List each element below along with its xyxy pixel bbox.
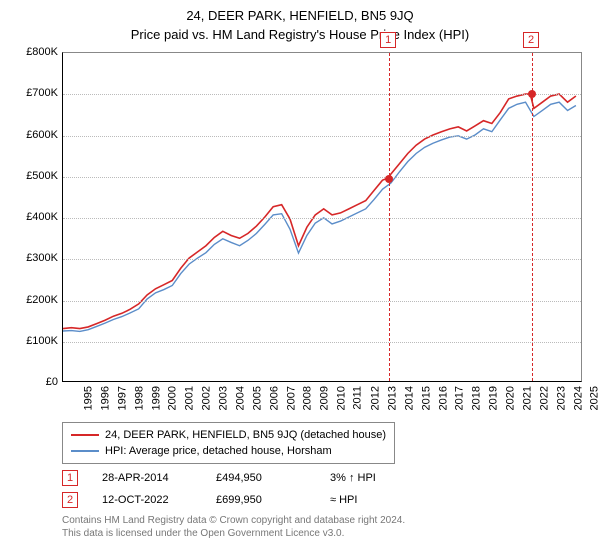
x-axis-label: 2010	[336, 386, 348, 410]
legend-label: HPI: Average price, detached house, Hors…	[105, 443, 332, 459]
x-axis-label: 2005	[251, 386, 263, 410]
x-axis-label: 2016	[437, 386, 449, 410]
sale-date: 12-OCT-2022	[102, 494, 192, 506]
x-axis-label: 2007	[285, 386, 297, 410]
x-axis-label: 1999	[150, 386, 162, 410]
x-axis-label: 1996	[99, 386, 111, 410]
gridline	[63, 259, 581, 260]
series-line	[63, 94, 576, 328]
x-axis-label: 2014	[403, 386, 415, 410]
legend-item: 24, DEER PARK, HENFIELD, BN5 9JQ (detach…	[71, 427, 386, 443]
chart-area: £0 £100K £200K £300K £400K £500K £600K £700K £80…	[12, 48, 588, 418]
marker-badge: 2	[523, 32, 539, 48]
footnote-line: This data is licensed under the Open Gov…	[62, 527, 588, 540]
sale-date: 28-APR-2014	[102, 472, 192, 484]
series-line	[63, 102, 576, 331]
legend: 24, DEER PARK, HENFIELD, BN5 9JQ (detach…	[62, 422, 395, 464]
marker-point	[385, 175, 393, 183]
x-axis-label: 2022	[538, 386, 550, 410]
sale-price: £494,950	[216, 472, 306, 484]
marker-line	[532, 53, 533, 381]
footnote: Contains HM Land Registry data © Crown c…	[62, 514, 588, 540]
x-axis-label: 2012	[369, 386, 381, 410]
legend-swatch	[71, 434, 99, 436]
sale-row: 1 28-APR-2014 £494,950 3% ↑ HPI	[62, 470, 588, 486]
y-axis-label: £400K	[12, 211, 58, 223]
chart-container: 24, DEER PARK, HENFIELD, BN5 9JQ Price p…	[0, 0, 600, 560]
x-axis-label: 2021	[521, 386, 533, 410]
x-axis-label: 2003	[218, 386, 230, 410]
line-series-svg	[63, 53, 581, 381]
chart-title: 24, DEER PARK, HENFIELD, BN5 9JQ	[12, 8, 588, 23]
x-axis-label: 2017	[454, 386, 466, 410]
gridline	[63, 136, 581, 137]
sales-table: 1 28-APR-2014 £494,950 3% ↑ HPI 2 12-OCT-2022…	[62, 470, 588, 508]
legend-item: HPI: Average price, detached house, Hors…	[71, 443, 386, 459]
y-axis-label: £0	[12, 376, 58, 388]
gridline	[63, 177, 581, 178]
sale-price: £699,950	[216, 494, 306, 506]
x-axis-label: 2025	[589, 386, 600, 410]
x-axis-label: 2024	[572, 386, 584, 410]
x-axis-label: 2004	[234, 386, 246, 410]
y-axis-label: £500K	[12, 170, 58, 182]
y-axis-label: £700K	[12, 87, 58, 99]
footnote-line: Contains HM Land Registry data © Crown c…	[62, 514, 588, 527]
gridline	[63, 94, 581, 95]
sale-row: 2 12-OCT-2022 £699,950 ≈ HPI	[62, 492, 588, 508]
marker-line	[389, 53, 390, 381]
x-axis-label: 1998	[133, 386, 145, 410]
sale-delta: ≈ HPI	[330, 494, 420, 506]
x-axis-label: 2001	[184, 386, 196, 410]
legend-swatch	[71, 450, 99, 452]
x-axis-label: 2000	[167, 386, 179, 410]
sale-badge: 2	[62, 492, 78, 508]
chart-subtitle: Price paid vs. HM Land Registry's House …	[12, 27, 588, 42]
x-axis-label: 2020	[505, 386, 517, 410]
x-axis-label: 2015	[420, 386, 432, 410]
marker-badge: 1	[380, 32, 396, 48]
legend-label: 24, DEER PARK, HENFIELD, BN5 9JQ (detach…	[105, 427, 386, 443]
x-axis-label: 2023	[555, 386, 567, 410]
gridline	[63, 342, 581, 343]
y-axis-label: £600K	[12, 129, 58, 141]
sale-badge: 1	[62, 470, 78, 486]
x-axis-label: 2006	[268, 386, 280, 410]
sale-delta: 3% ↑ HPI	[330, 472, 420, 484]
y-axis-label: £300K	[12, 252, 58, 264]
y-axis-label: £800K	[12, 46, 58, 58]
x-axis-label: 2018	[471, 386, 483, 410]
x-axis-label: 1997	[116, 386, 128, 410]
x-axis-label: 2009	[319, 386, 331, 410]
x-axis-label: 2013	[386, 386, 398, 410]
x-axis-label: 1995	[82, 386, 94, 410]
marker-point	[528, 90, 536, 98]
gridline	[63, 301, 581, 302]
x-axis-label: 2019	[488, 386, 500, 410]
x-axis-label: 2011	[352, 386, 364, 410]
plot-area	[62, 52, 582, 382]
y-axis-label: £100K	[12, 335, 58, 347]
y-axis-label: £200K	[12, 294, 58, 306]
x-axis-label: 2008	[302, 386, 314, 410]
x-axis-label: 2002	[201, 386, 213, 410]
gridline	[63, 218, 581, 219]
